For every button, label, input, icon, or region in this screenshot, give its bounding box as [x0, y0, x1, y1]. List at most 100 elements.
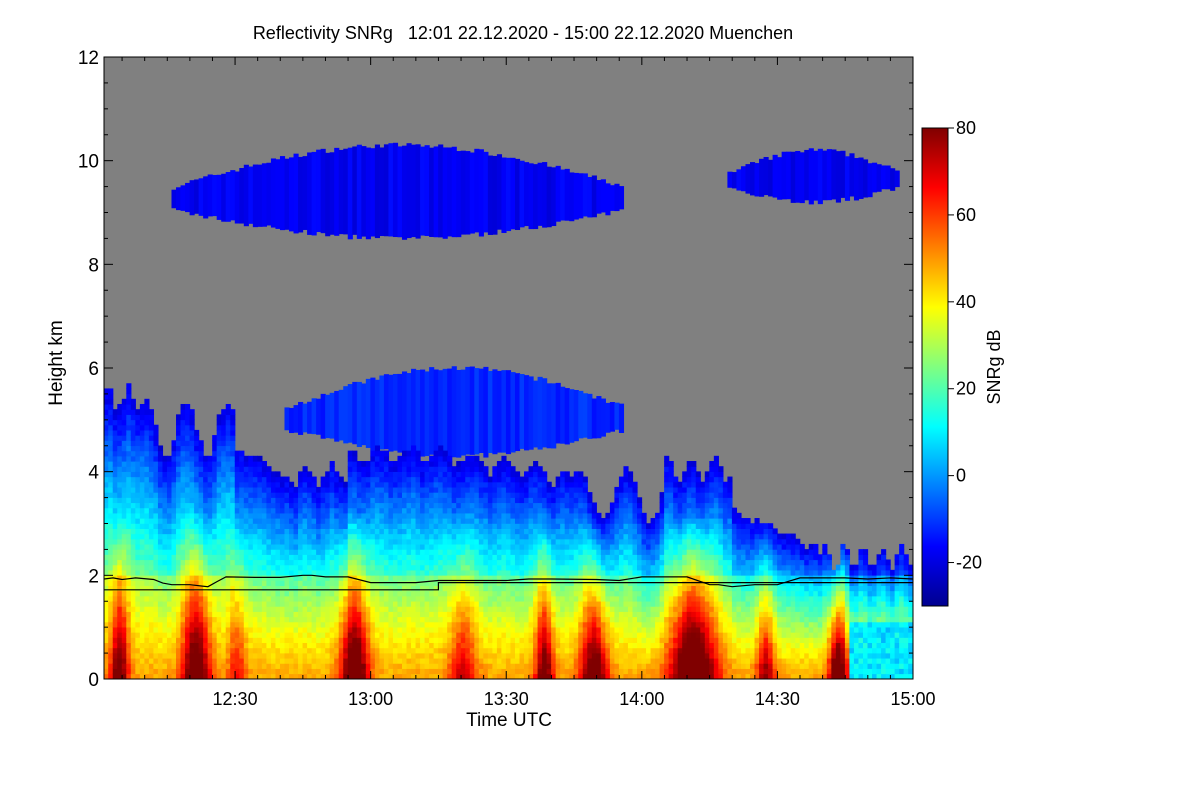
field-cell [320, 585, 326, 592]
field-column [356, 381, 362, 448]
field-cell [225, 626, 231, 633]
field-cell [343, 637, 349, 644]
field-cell [185, 409, 191, 415]
field-cell [406, 497, 412, 504]
field-column [519, 160, 525, 228]
field-column [605, 183, 611, 216]
field-cell [487, 647, 493, 654]
field-cell [474, 512, 480, 519]
field-cell [361, 611, 367, 618]
field-cell [139, 668, 145, 675]
field-cell [230, 652, 236, 659]
field-cell [514, 606, 521, 612]
field-cell [180, 569, 186, 576]
field-cell [411, 512, 417, 519]
field-cell [442, 518, 448, 524]
field-cell [121, 523, 127, 529]
field-cell [496, 507, 503, 514]
field-cell [456, 492, 462, 498]
field-cell [415, 543, 421, 550]
field-cell [171, 476, 177, 483]
field-cell [108, 600, 114, 607]
field-cell [555, 564, 561, 571]
field-cell [104, 595, 109, 602]
field-cell [171, 585, 177, 592]
field-cell [465, 585, 471, 592]
field-cell [130, 492, 136, 498]
field-cell [469, 543, 475, 550]
field-cell [505, 647, 512, 654]
field-cell [591, 652, 597, 659]
field-cell [203, 486, 209, 493]
field-cell [139, 497, 145, 504]
field-cell [230, 466, 236, 472]
field-cell [492, 673, 498, 679]
field-cell [302, 580, 308, 586]
field-cell [505, 502, 512, 509]
field-cell [474, 606, 480, 612]
field-cell [117, 528, 123, 535]
field-cell [501, 600, 507, 607]
field-cell [365, 554, 371, 561]
field-cell [514, 621, 521, 628]
field-cell [424, 616, 430, 623]
field-cell [185, 461, 191, 467]
field-column [185, 182, 191, 213]
field-cell [555, 518, 561, 524]
field-cell [180, 409, 186, 415]
field-cell [320, 497, 326, 504]
field-cell [551, 663, 557, 669]
field-cell [456, 466, 462, 472]
field-cell [108, 533, 114, 540]
field-column [618, 403, 625, 434]
field-cell [248, 663, 254, 669]
field-cell [578, 507, 584, 514]
field-cell [401, 600, 408, 607]
field-column [465, 366, 471, 455]
field-cell [130, 637, 136, 644]
field-cell [447, 569, 453, 576]
field-cell [524, 559, 530, 566]
field-cell [139, 429, 145, 436]
field-cell [492, 512, 498, 519]
field-cell [329, 663, 335, 669]
field-cell [117, 507, 123, 514]
field-cell [537, 663, 543, 669]
field-cell [451, 569, 457, 576]
field-cell [302, 507, 308, 514]
field-cell [261, 559, 268, 566]
field-cell [542, 673, 548, 679]
field-cell [361, 492, 367, 498]
field-cell [135, 657, 141, 664]
field-cell [148, 424, 155, 431]
field-cell [225, 580, 231, 586]
field-cell [198, 440, 204, 447]
field-cell [365, 590, 371, 597]
field-cell [126, 455, 132, 462]
field-cell [144, 575, 150, 581]
field-cell [587, 518, 593, 524]
field-cell [524, 606, 530, 612]
field-cell [126, 647, 132, 654]
field-cell [415, 600, 421, 607]
field-cell [433, 663, 439, 669]
field-cell [347, 632, 353, 638]
field-column [325, 152, 331, 237]
field-cell [216, 461, 222, 467]
field-cell [203, 538, 209, 545]
field-cell [194, 440, 200, 447]
field-cell [505, 585, 512, 592]
field-cell [153, 621, 159, 628]
field-cell [157, 616, 164, 623]
field-column [840, 150, 846, 198]
field-cell [528, 523, 534, 529]
field-cell [596, 637, 602, 644]
field-cell [411, 642, 417, 649]
field-cell [474, 507, 480, 514]
field-cell [388, 528, 394, 535]
field-cell [234, 569, 240, 576]
field-cell [230, 523, 236, 529]
field-cell [415, 632, 421, 638]
field-cell [361, 528, 367, 535]
field-cell [542, 657, 548, 664]
